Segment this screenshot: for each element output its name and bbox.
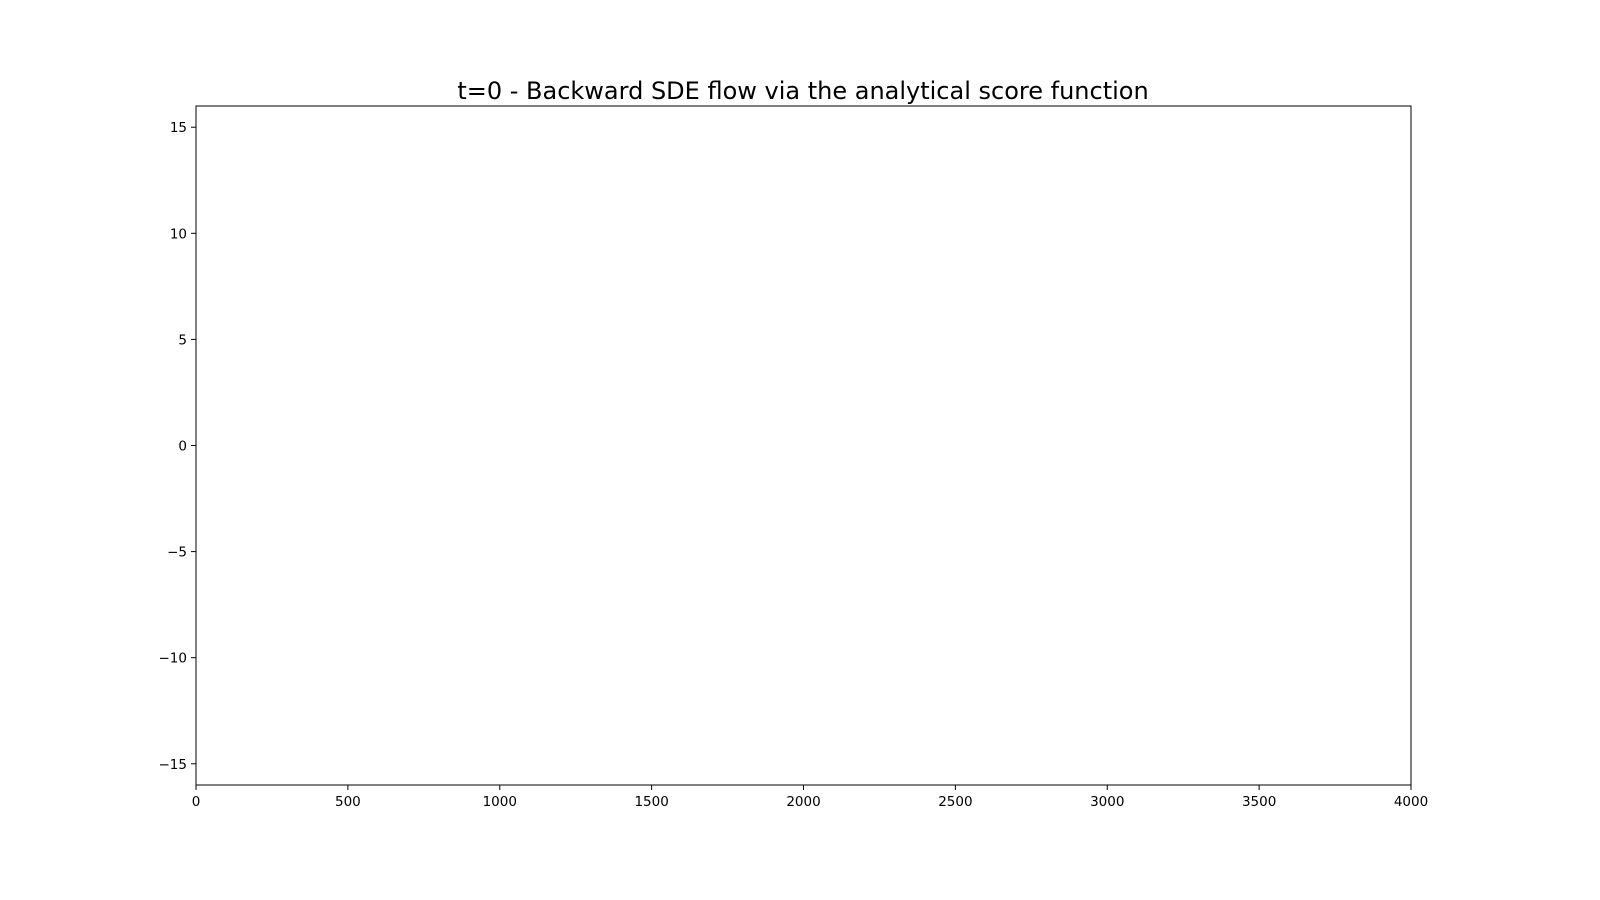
x-tick-label: 3500 xyxy=(1242,794,1276,810)
x-tick-label: 0 xyxy=(192,794,201,810)
x-axis: 0 500 1000 1500 2000 2500 3000 3500 4000 xyxy=(192,785,1428,810)
y-tick-label: −5 xyxy=(167,545,187,561)
x-tick-label: 1000 xyxy=(483,794,517,810)
x-tick-label: 4000 xyxy=(1394,794,1428,810)
x-tick-label: 2500 xyxy=(938,794,972,810)
y-tick-label: −10 xyxy=(159,651,188,667)
y-tick-label: 5 xyxy=(178,332,187,348)
x-tick-label: 2000 xyxy=(786,794,820,810)
y-tick-label: −15 xyxy=(159,757,188,773)
y-tick-label: 0 xyxy=(178,439,187,455)
y-tick-label: 15 xyxy=(170,120,187,136)
x-tick-label: 1500 xyxy=(634,794,668,810)
x-tick-label: 500 xyxy=(335,794,361,810)
plot-area xyxy=(196,106,1411,785)
y-axis: 15 10 5 0 −5 −10 −15 xyxy=(159,120,196,773)
x-tick-label: 3000 xyxy=(1090,794,1124,810)
chart-title: t=0 - Backward SDE flow via the analytic… xyxy=(457,77,1148,105)
axes-frame xyxy=(195,105,1412,786)
y-tick-label: 10 xyxy=(170,226,187,242)
